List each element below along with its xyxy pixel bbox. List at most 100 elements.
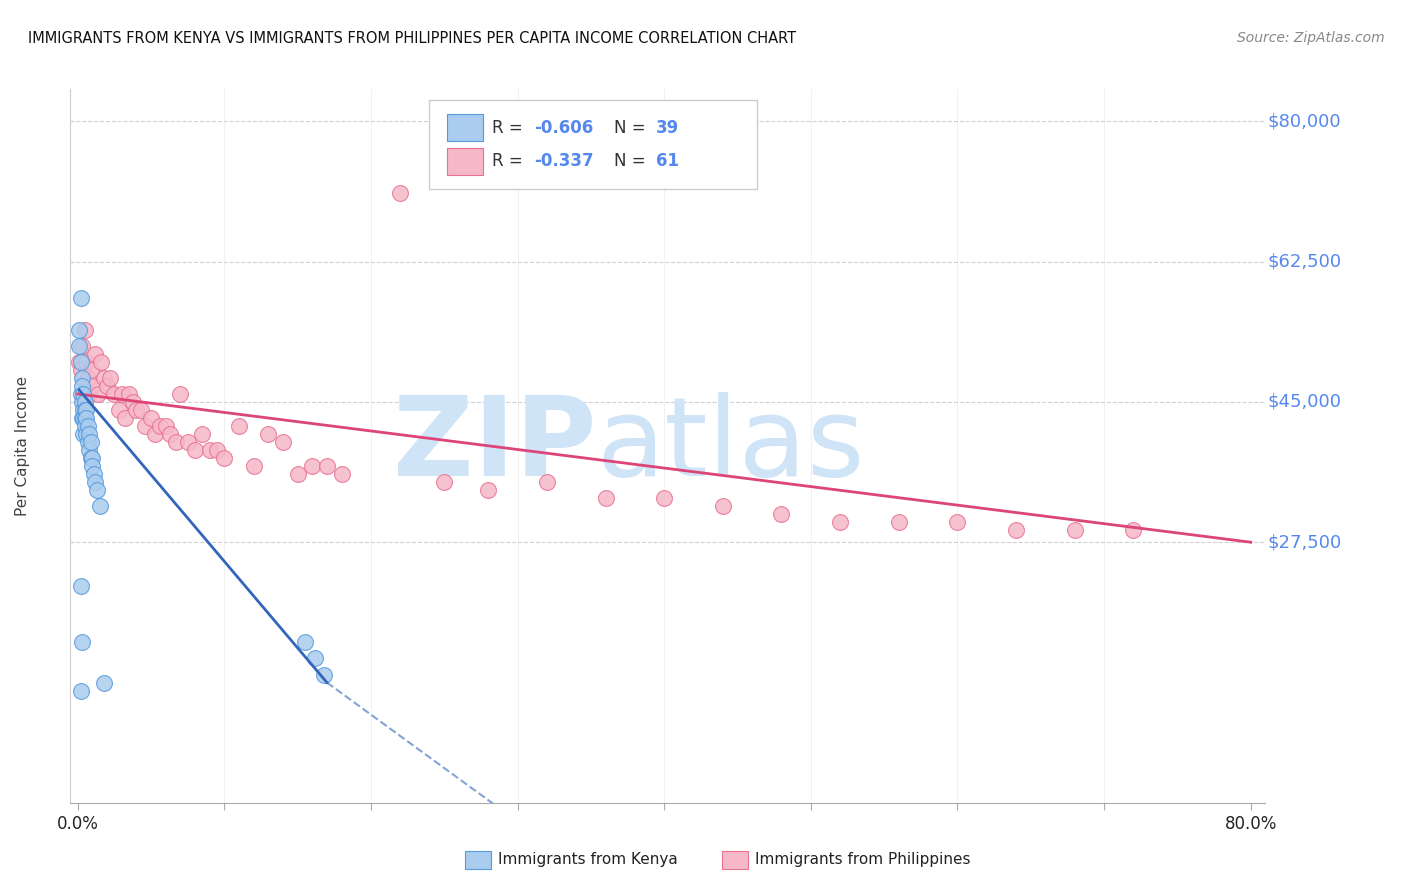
Point <box>98 371 121 385</box>
Point <box>69 363 91 377</box>
Point <box>129 403 152 417</box>
Text: -0.337: -0.337 <box>534 153 593 170</box>
Point <box>82 379 104 393</box>
Point <box>103 387 125 401</box>
Point <box>205 442 228 457</box>
Point <box>312 667 335 681</box>
Point <box>143 427 166 442</box>
Point <box>93 371 115 385</box>
Point <box>79 442 101 457</box>
Point <box>111 387 134 401</box>
Point <box>73 395 96 409</box>
Point <box>75 403 97 417</box>
Point <box>330 467 353 481</box>
Text: 39: 39 <box>655 119 679 136</box>
Point <box>72 371 94 385</box>
Point <box>122 395 145 409</box>
Point <box>477 483 499 497</box>
Point <box>80 363 103 377</box>
Point <box>228 419 250 434</box>
Point <box>67 323 90 337</box>
Point <box>69 579 91 593</box>
Bar <box>465 851 491 869</box>
Point <box>77 371 100 385</box>
Point <box>125 403 148 417</box>
Point <box>84 475 107 489</box>
Point <box>107 403 129 417</box>
Text: Immigrants from Philippines: Immigrants from Philippines <box>755 853 970 867</box>
Text: N =: N = <box>614 119 651 136</box>
Point <box>73 403 96 417</box>
Point <box>652 491 675 505</box>
Point <box>134 419 156 434</box>
Point <box>75 355 97 369</box>
Point <box>75 427 97 442</box>
Point <box>67 339 90 353</box>
Point <box>73 411 96 425</box>
Point <box>946 515 969 529</box>
Point <box>80 450 103 465</box>
Point <box>1122 523 1144 537</box>
Point <box>75 411 97 425</box>
Point <box>711 499 734 513</box>
Point <box>287 467 309 481</box>
Point <box>830 515 852 529</box>
Text: IMMIGRANTS FROM KENYA VS IMMIGRANTS FROM PHILIPPINES PER CAPITA INCOME CORRELATI: IMMIGRANTS FROM KENYA VS IMMIGRANTS FROM… <box>28 31 796 46</box>
Point <box>214 450 236 465</box>
Point <box>90 355 112 369</box>
Point <box>83 467 105 481</box>
Point <box>96 379 118 393</box>
Point <box>114 411 136 425</box>
Point <box>70 379 93 393</box>
Point <box>887 515 910 529</box>
Point <box>770 507 793 521</box>
Text: R =: R = <box>492 153 529 170</box>
Text: atlas: atlas <box>596 392 865 500</box>
Point <box>79 427 101 442</box>
Point <box>257 427 280 442</box>
Point <box>70 371 93 385</box>
Point <box>89 499 111 513</box>
Point <box>139 411 162 425</box>
Point <box>198 442 221 457</box>
FancyBboxPatch shape <box>429 100 758 189</box>
Point <box>69 387 91 401</box>
Point <box>1005 523 1028 537</box>
Point <box>155 419 177 434</box>
Text: Per Capita Income: Per Capita Income <box>15 376 30 516</box>
Text: R =: R = <box>492 119 529 136</box>
Point <box>176 435 198 450</box>
Point <box>82 458 104 473</box>
Point <box>433 475 456 489</box>
Point <box>84 347 107 361</box>
Text: ZIP: ZIP <box>392 392 596 500</box>
Point <box>304 651 326 665</box>
Point <box>169 387 191 401</box>
Point <box>67 355 90 369</box>
Point <box>70 411 93 425</box>
Point <box>191 427 214 442</box>
Point <box>86 483 108 497</box>
Point <box>72 403 94 417</box>
Point <box>69 355 91 369</box>
Point <box>93 675 115 690</box>
Point <box>316 458 339 473</box>
Point <box>70 395 93 409</box>
Point <box>70 339 93 353</box>
Point <box>79 387 101 401</box>
Point <box>389 186 412 201</box>
Point <box>159 427 181 442</box>
Text: $80,000: $80,000 <box>1268 112 1341 130</box>
Text: 61: 61 <box>655 153 679 170</box>
Point <box>72 411 94 425</box>
Point <box>72 395 94 409</box>
Text: N =: N = <box>614 153 651 170</box>
Point <box>70 635 93 649</box>
Text: Source: ZipAtlas.com: Source: ZipAtlas.com <box>1237 31 1385 45</box>
Text: $27,500: $27,500 <box>1268 533 1343 551</box>
Point <box>271 435 294 450</box>
Point <box>82 450 104 465</box>
Bar <box>447 114 482 141</box>
Point <box>72 427 94 442</box>
Point <box>69 683 91 698</box>
